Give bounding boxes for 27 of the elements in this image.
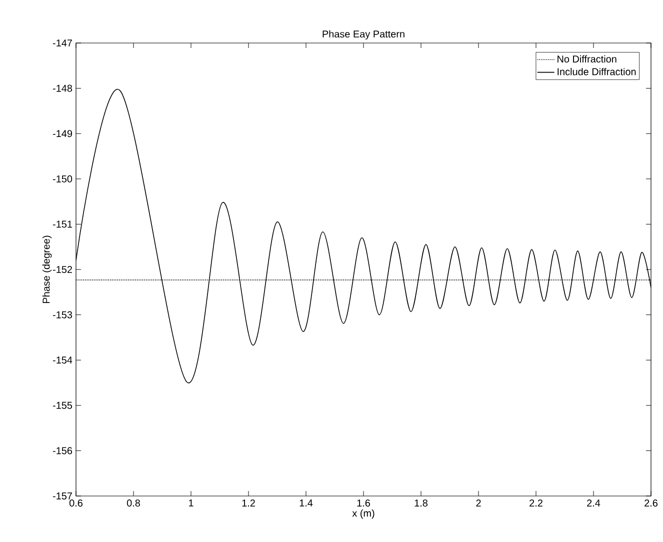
x-tick-label: 2.4: [587, 500, 600, 506]
x-tick-label: 1.4: [300, 500, 313, 506]
x-axis-title: x (m): [352, 509, 374, 519]
y-tick-label: -150: [52, 175, 72, 182]
y-tick-label: -152: [52, 266, 72, 274]
x-tick-label: 1.2: [242, 500, 255, 506]
x-tick-label: 1.8: [414, 500, 428, 507]
y-axis-title: Phase (degree): [42, 236, 52, 304]
y-tick-label: -147: [52, 40, 72, 46]
x-tick-label: 2.6: [644, 500, 658, 507]
x-tick-label: 1: [188, 500, 194, 506]
legend-label: No Diffraction: [558, 55, 616, 63]
x-tick-label: 1.6: [357, 500, 370, 507]
y-tick-label: -149: [52, 130, 72, 138]
y-tick-label: -148: [52, 84, 72, 92]
y-tick-label: -154: [52, 356, 72, 364]
y-tick-label: -151: [52, 220, 72, 228]
x-tick-label: 2: [476, 500, 481, 506]
legend-label: Include Diffraction: [558, 68, 636, 76]
chart-title: Phase Eay Pattern: [322, 30, 404, 40]
y-tick-label: -156: [52, 447, 72, 454]
x-tick-label: 2.2: [530, 500, 542, 506]
x-tick-label: 0.6: [69, 500, 82, 507]
y-tick-label: -157: [52, 492, 72, 500]
y-tick-label: -155: [52, 402, 72, 409]
x-tick-label: 0.8: [126, 500, 140, 507]
y-tick-label: -153: [52, 311, 72, 318]
